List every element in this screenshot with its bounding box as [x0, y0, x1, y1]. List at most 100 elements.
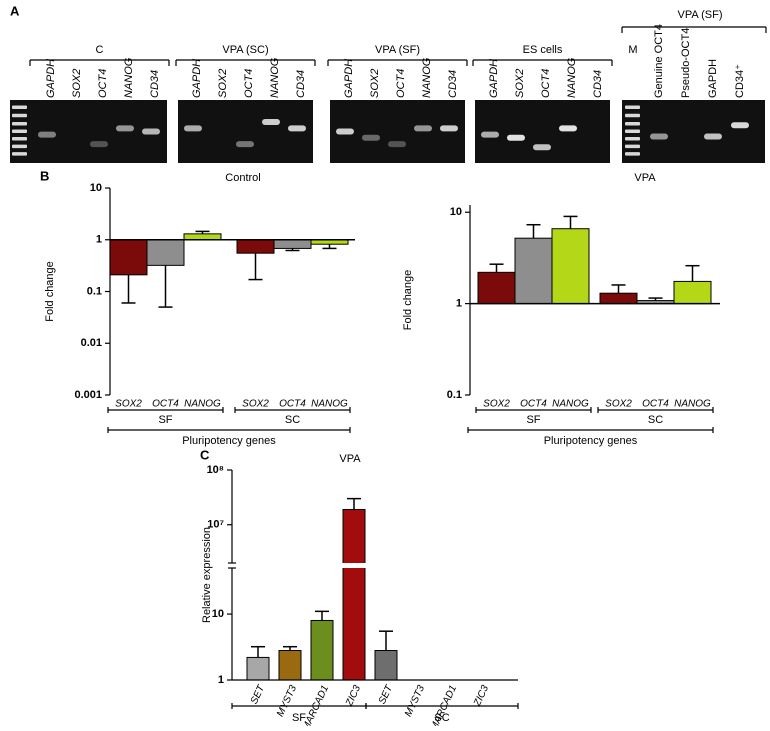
gel-group-title: VPA (SF) [375, 44, 420, 56]
gel-band [236, 141, 254, 148]
bar [236, 239, 275, 254]
lane-label: GAPDH [707, 59, 719, 98]
lane-label: OCT4 [540, 69, 552, 98]
chart-title: VPA [339, 453, 361, 465]
gel-band [184, 125, 202, 132]
lane-label: GAPDH [191, 59, 203, 98]
gel-image [10, 100, 167, 163]
group-axis-label: Pluripotency genes [182, 435, 276, 447]
lane-label: SOX2 [369, 69, 381, 98]
ladder-band [625, 137, 640, 141]
panel-label: C [200, 447, 210, 462]
x-tick-label: SOX2 [605, 399, 632, 410]
ladder-band [625, 152, 640, 156]
gel-group-title: VPA (SF) [677, 9, 722, 21]
bar [273, 239, 312, 249]
lane-label: OCT4 [97, 69, 109, 98]
y-tick-label: 10 [450, 206, 462, 218]
bar [246, 656, 270, 681]
gel-band [533, 144, 551, 151]
marker-label: M [628, 44, 637, 56]
lane-label: OCT4 [395, 69, 407, 98]
group-axis-label: Pluripotency genes [544, 435, 638, 447]
x-tick-label: NANOG [552, 399, 589, 410]
gel-group-title: ES cells [523, 44, 563, 56]
y-axis-label: Relative expression [201, 527, 213, 623]
bar [342, 508, 366, 681]
bar [146, 239, 185, 266]
y-axis-label: Fold change [402, 270, 414, 331]
y-tick-label: 1 [456, 298, 462, 310]
gel-band [336, 128, 354, 135]
gel-band [507, 134, 525, 141]
gel-band [362, 134, 380, 141]
gel-band [38, 131, 56, 138]
ladder-band [12, 121, 27, 126]
chart-title: Control [225, 172, 260, 184]
group-label: SF [158, 414, 172, 426]
lane-label: Genuine OCT4 [653, 24, 665, 98]
bar [514, 237, 553, 305]
bar [673, 280, 712, 305]
ladder-band [12, 152, 27, 156]
ladder-band [12, 113, 27, 118]
ladder-band [12, 144, 27, 149]
gel-band [559, 125, 577, 132]
gel-band [90, 141, 108, 148]
lane-label: NANOG [269, 57, 281, 98]
lane-label: Pseudo-OCT4 [680, 28, 692, 98]
lane-label: GAPDH [45, 59, 57, 98]
x-tick-label: NANOG [674, 399, 711, 410]
y-tick-label: 0.001 [74, 389, 102, 401]
gel-band [440, 125, 458, 132]
gel-image [475, 100, 610, 163]
gel-group-title: C [96, 44, 104, 56]
bar [310, 619, 334, 681]
y-tick-label: 0.1 [87, 285, 102, 297]
bar [477, 271, 516, 305]
gel-group-title: VPA (SC) [222, 44, 268, 56]
x-tick-label: OCT4 [152, 399, 179, 410]
bar [183, 233, 222, 241]
lane-label: OCT4 [243, 69, 255, 98]
lane-label: CD34⁺ [734, 64, 746, 98]
lane-label: NANOG [421, 57, 433, 98]
y-tick-label: 0.01 [81, 337, 102, 349]
gel-image [622, 100, 765, 163]
lane-label: GAPDH [488, 59, 500, 98]
panel-label: A [10, 3, 20, 18]
gel-band [650, 133, 668, 140]
bar [109, 239, 148, 276]
x-tick-label: NANOG [311, 399, 348, 410]
lane-label: SOX2 [71, 69, 83, 98]
lane-label: SOX2 [514, 69, 526, 98]
lane-label: CD34 [295, 70, 307, 98]
group-label: SC [285, 414, 300, 426]
y-tick-label: 1 [218, 674, 224, 686]
lane-label: SOX2 [217, 69, 229, 98]
lane-label: NANOG [123, 57, 135, 98]
y-tick-label: 10⁷ [207, 519, 224, 531]
gel-band [731, 122, 749, 129]
group-label: SC [648, 414, 663, 426]
ladder-band [12, 105, 27, 110]
ladder-band [12, 129, 27, 133]
x-tick-label: OCT4 [642, 399, 669, 410]
ladder-band [625, 144, 640, 149]
x-tick-label: SOX2 [115, 399, 142, 410]
x-tick-label: SOX2 [242, 399, 269, 410]
x-tick-label: OCT4 [279, 399, 306, 410]
gel-band [414, 125, 432, 132]
chart-title: VPA [634, 172, 656, 184]
lane-label: CD34 [447, 70, 459, 98]
gel-band [262, 119, 280, 126]
ladder-band [625, 129, 640, 133]
x-tick-label: SOX2 [483, 399, 510, 410]
bar [374, 650, 398, 681]
y-tick-label: 10 [212, 608, 224, 620]
x-tick-label: OCT4 [520, 399, 547, 410]
y-axis-label: Fold change [44, 261, 56, 322]
gel-image [178, 100, 313, 163]
gel-band [481, 131, 499, 138]
